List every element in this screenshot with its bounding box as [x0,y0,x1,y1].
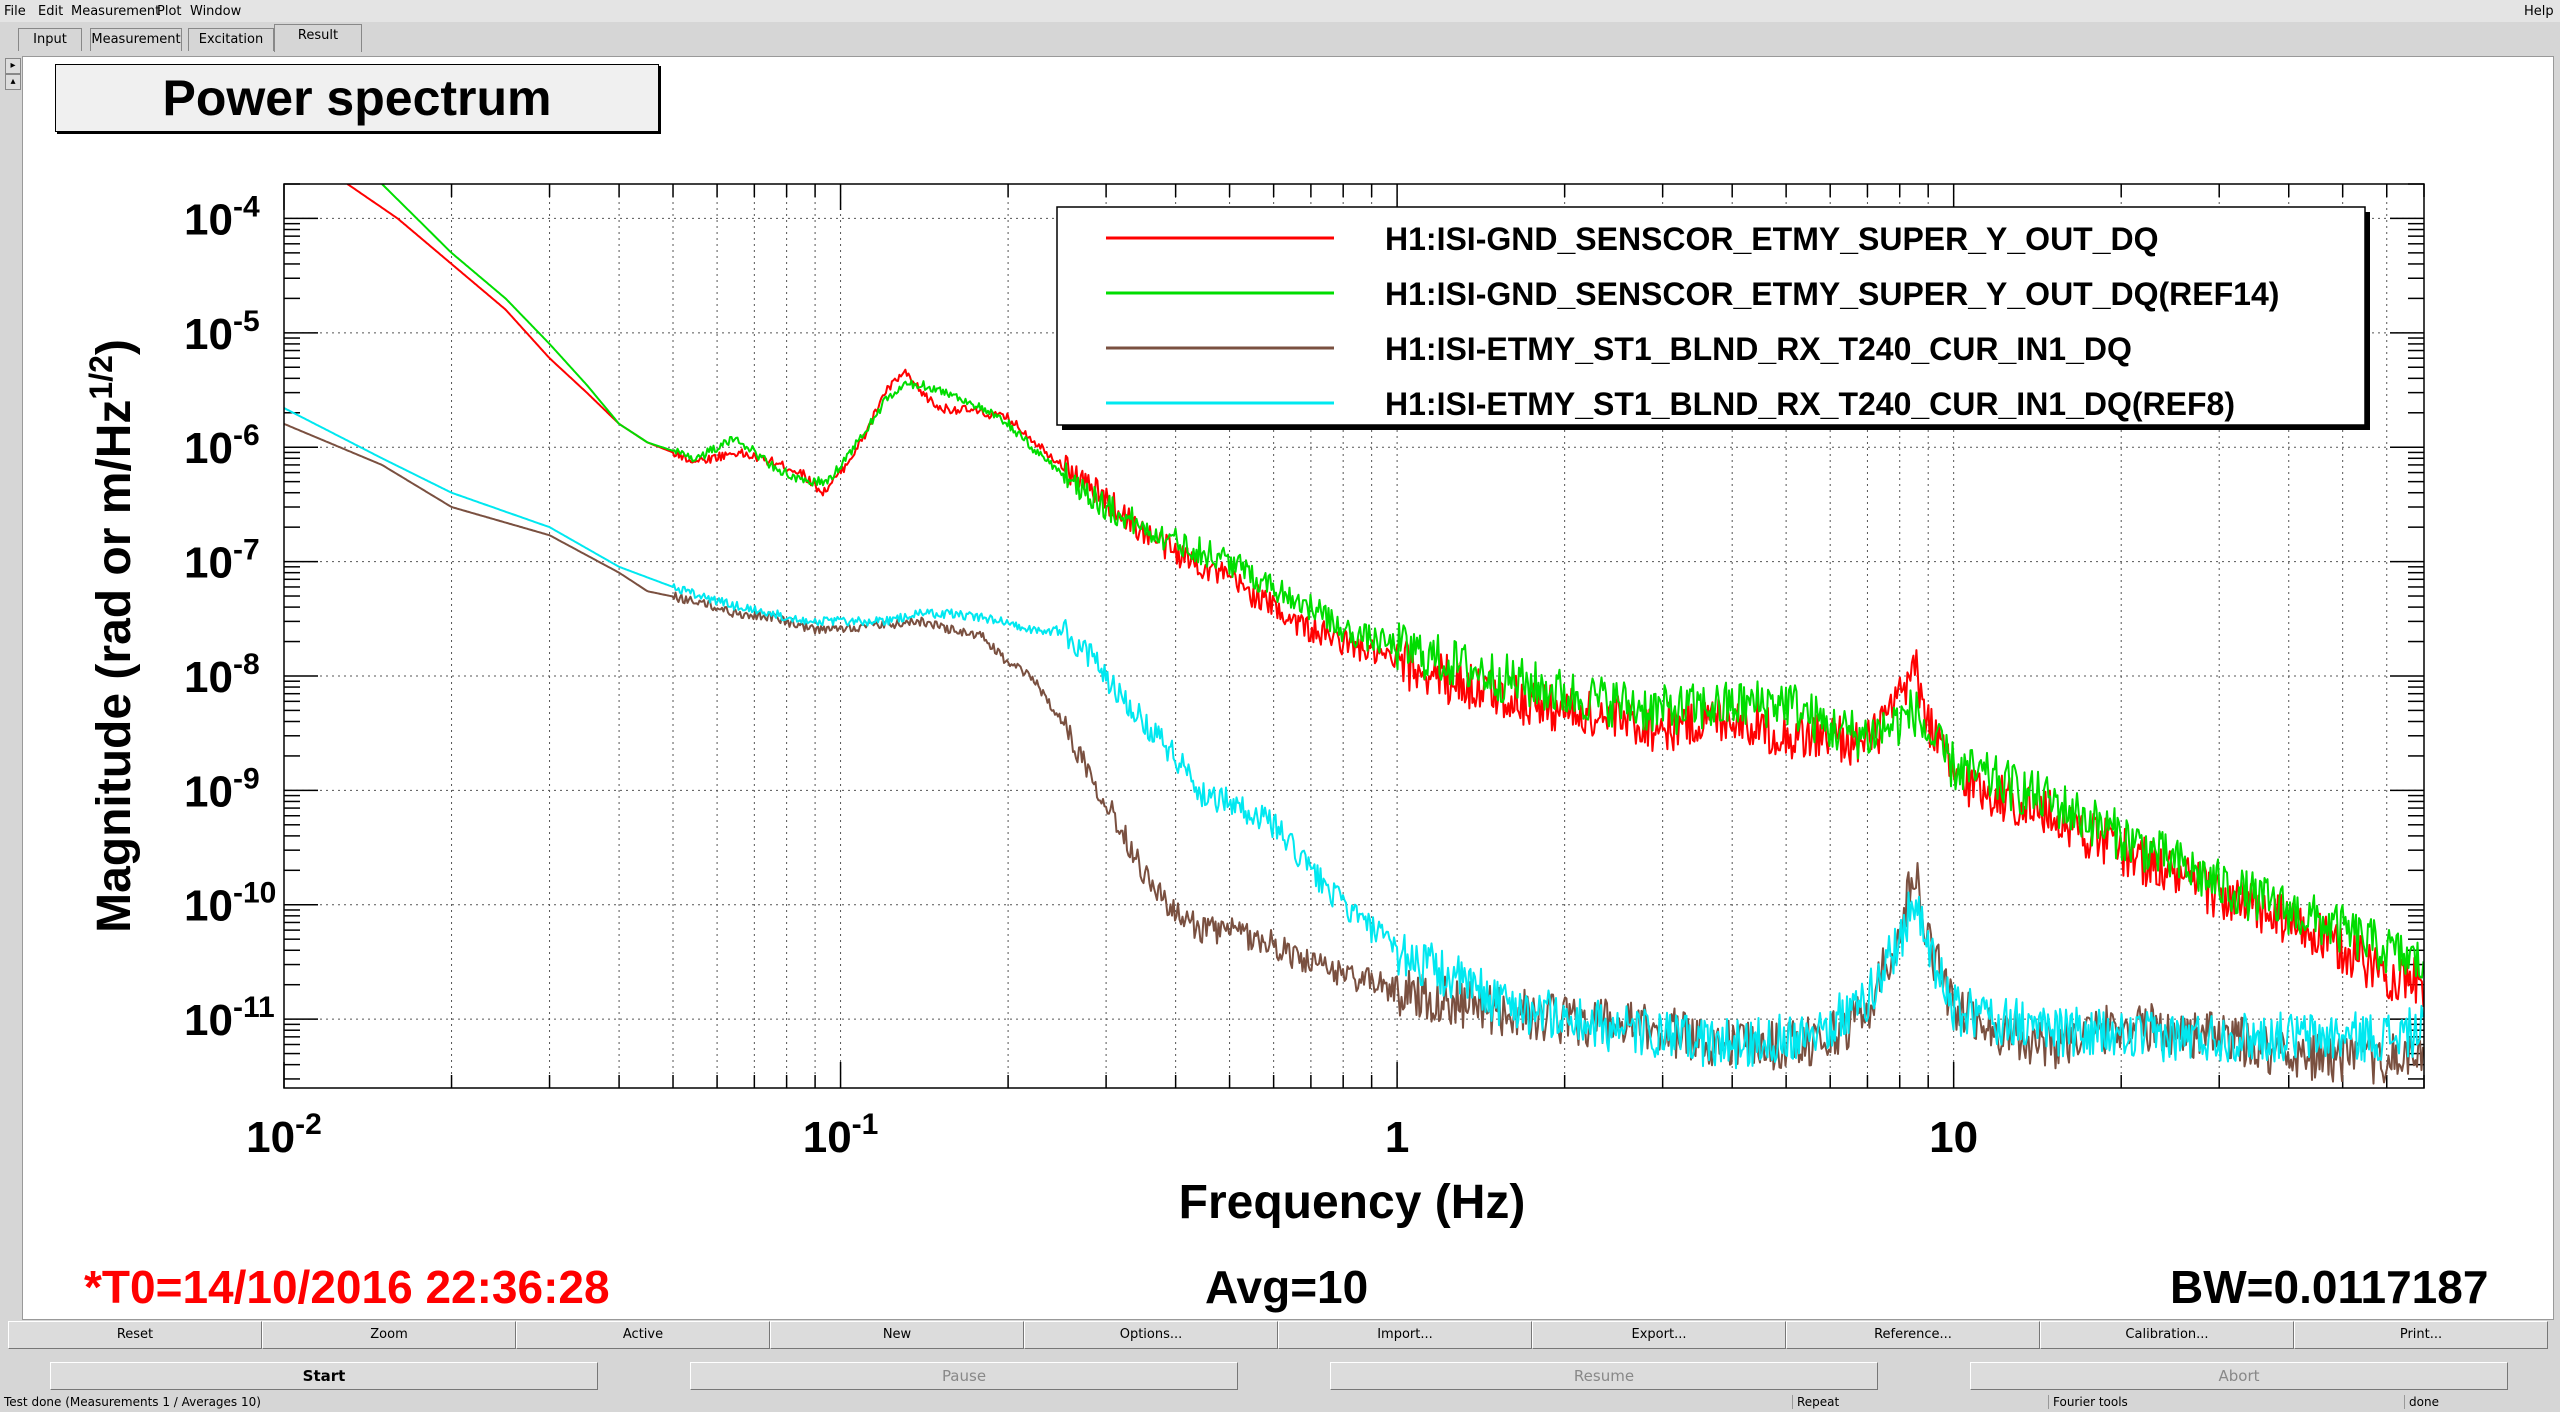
bandwidth: BW=0.0117187 [2170,1261,2489,1313]
tab-excitation[interactable]: Excitation [188,28,274,51]
series-line-3 [284,407,2424,1070]
x-tick-label: 1 [1385,1113,1409,1162]
menu-file[interactable]: File [4,4,26,19]
series-line-2 [284,422,2424,1085]
resume-button[interactable]: Resume [1330,1362,1878,1390]
tab-bar: Input Measurement Excitation Result [0,24,2560,54]
legend: H1:ISI-GND_SENSCOR_ETMY_SUPER_Y_OUT_DQ H1… [1056,206,2370,430]
menu-plot[interactable]: Plot [157,4,182,19]
tab-result[interactable]: Result [274,24,362,52]
avg-count: Avg=10 [1205,1261,1369,1313]
x-tick-labels: 10-2 10-1 1 10 [246,1108,1978,1162]
series-lines [284,184,2424,1085]
tab-input[interactable]: Input [18,28,82,51]
tab-measurement[interactable]: Measurement [90,28,182,51]
y-tick-label: 10-9 [184,762,260,816]
export-button[interactable]: Export... [1532,1321,1786,1349]
zoom-button[interactable]: Zoom [262,1321,516,1349]
status-state: done [2404,1395,2439,1409]
options-button[interactable]: Options... [1024,1321,1278,1349]
legend-entry-1: H1:ISI-GND_SENSCOR_ETMY_SUPER_Y_OUT_DQ(R… [1385,276,2279,312]
menu-edit[interactable]: Edit [38,4,64,19]
status-repeat: Repeat [1792,1395,1839,1409]
menu-help[interactable]: Help [2524,4,2554,19]
scroll-up-icon[interactable]: ▴ [5,74,21,90]
calibration-button[interactable]: Calibration... [2040,1321,2294,1349]
print-button[interactable]: Print... [2294,1321,2548,1349]
reference-button[interactable]: Reference... [1786,1321,2040,1349]
series-line-1 [381,184,2424,979]
y-tick-label: 10-10 [184,877,276,931]
y-axis-label: Magnitude (rad or m/Hz1/2) [83,339,141,933]
y-tick-label: 10-4 [184,190,260,244]
pause-button[interactable]: Pause [690,1362,1238,1390]
status-tools: Fourier tools [2048,1395,2128,1409]
menu-bar: File Edit Measurement Plot Window Help [0,0,2560,22]
plot-title: Power spectrum [55,64,659,132]
y-tick-label: 10-6 [184,419,260,473]
y-tick-labels: 10-4 10-5 10-6 10-7 10-8 10-9 10-10 10-11 [184,190,276,1045]
legend-entry-2: H1:ISI-ETMY_ST1_BLND_RX_T240_CUR_IN1_DQ [1385,331,2132,367]
start-button[interactable]: Start [50,1362,598,1390]
status-bar: Test done (Measurements 1 / Averages 10)… [0,1392,2560,1412]
y-tick-label: 10-5 [184,305,260,359]
menu-window[interactable]: Window [190,4,242,19]
status-message: Test done (Measurements 1 / Averages 10) [4,1395,261,1409]
legend-entry-0: H1:ISI-GND_SENSCOR_ETMY_SUPER_Y_OUT_DQ [1385,221,2159,257]
y-tick-label: 10-11 [184,991,275,1045]
abort-button[interactable]: Abort [1970,1362,2508,1390]
import-button[interactable]: Import... [1278,1321,1532,1349]
new-button[interactable]: New [770,1321,1024,1349]
reset-button[interactable]: Reset [8,1321,262,1349]
x-tick-label: 10-1 [803,1108,879,1162]
x-axis-label: Frequency (Hz) [1179,1176,1526,1229]
x-tick-label: 10 [1929,1113,1978,1162]
y-tick-label: 10-8 [184,648,260,702]
x-tick-label: 10-2 [246,1108,322,1162]
y-tick-label: 10-7 [184,534,260,588]
menu-measurement[interactable]: Measurement [71,4,161,19]
plot-frame [283,183,2425,1089]
legend-entry-3: H1:ISI-ETMY_ST1_BLND_RX_T240_CUR_IN1_DQ(… [1385,386,2235,422]
t0-timestamp: *T0=14/10/2016 22:36:28 [84,1261,610,1313]
scroll-right-icon[interactable]: ▸ [5,58,21,74]
axis-ticks [283,183,2425,1088]
active-button[interactable]: Active [516,1321,770,1349]
legend-box [1056,206,2366,426]
